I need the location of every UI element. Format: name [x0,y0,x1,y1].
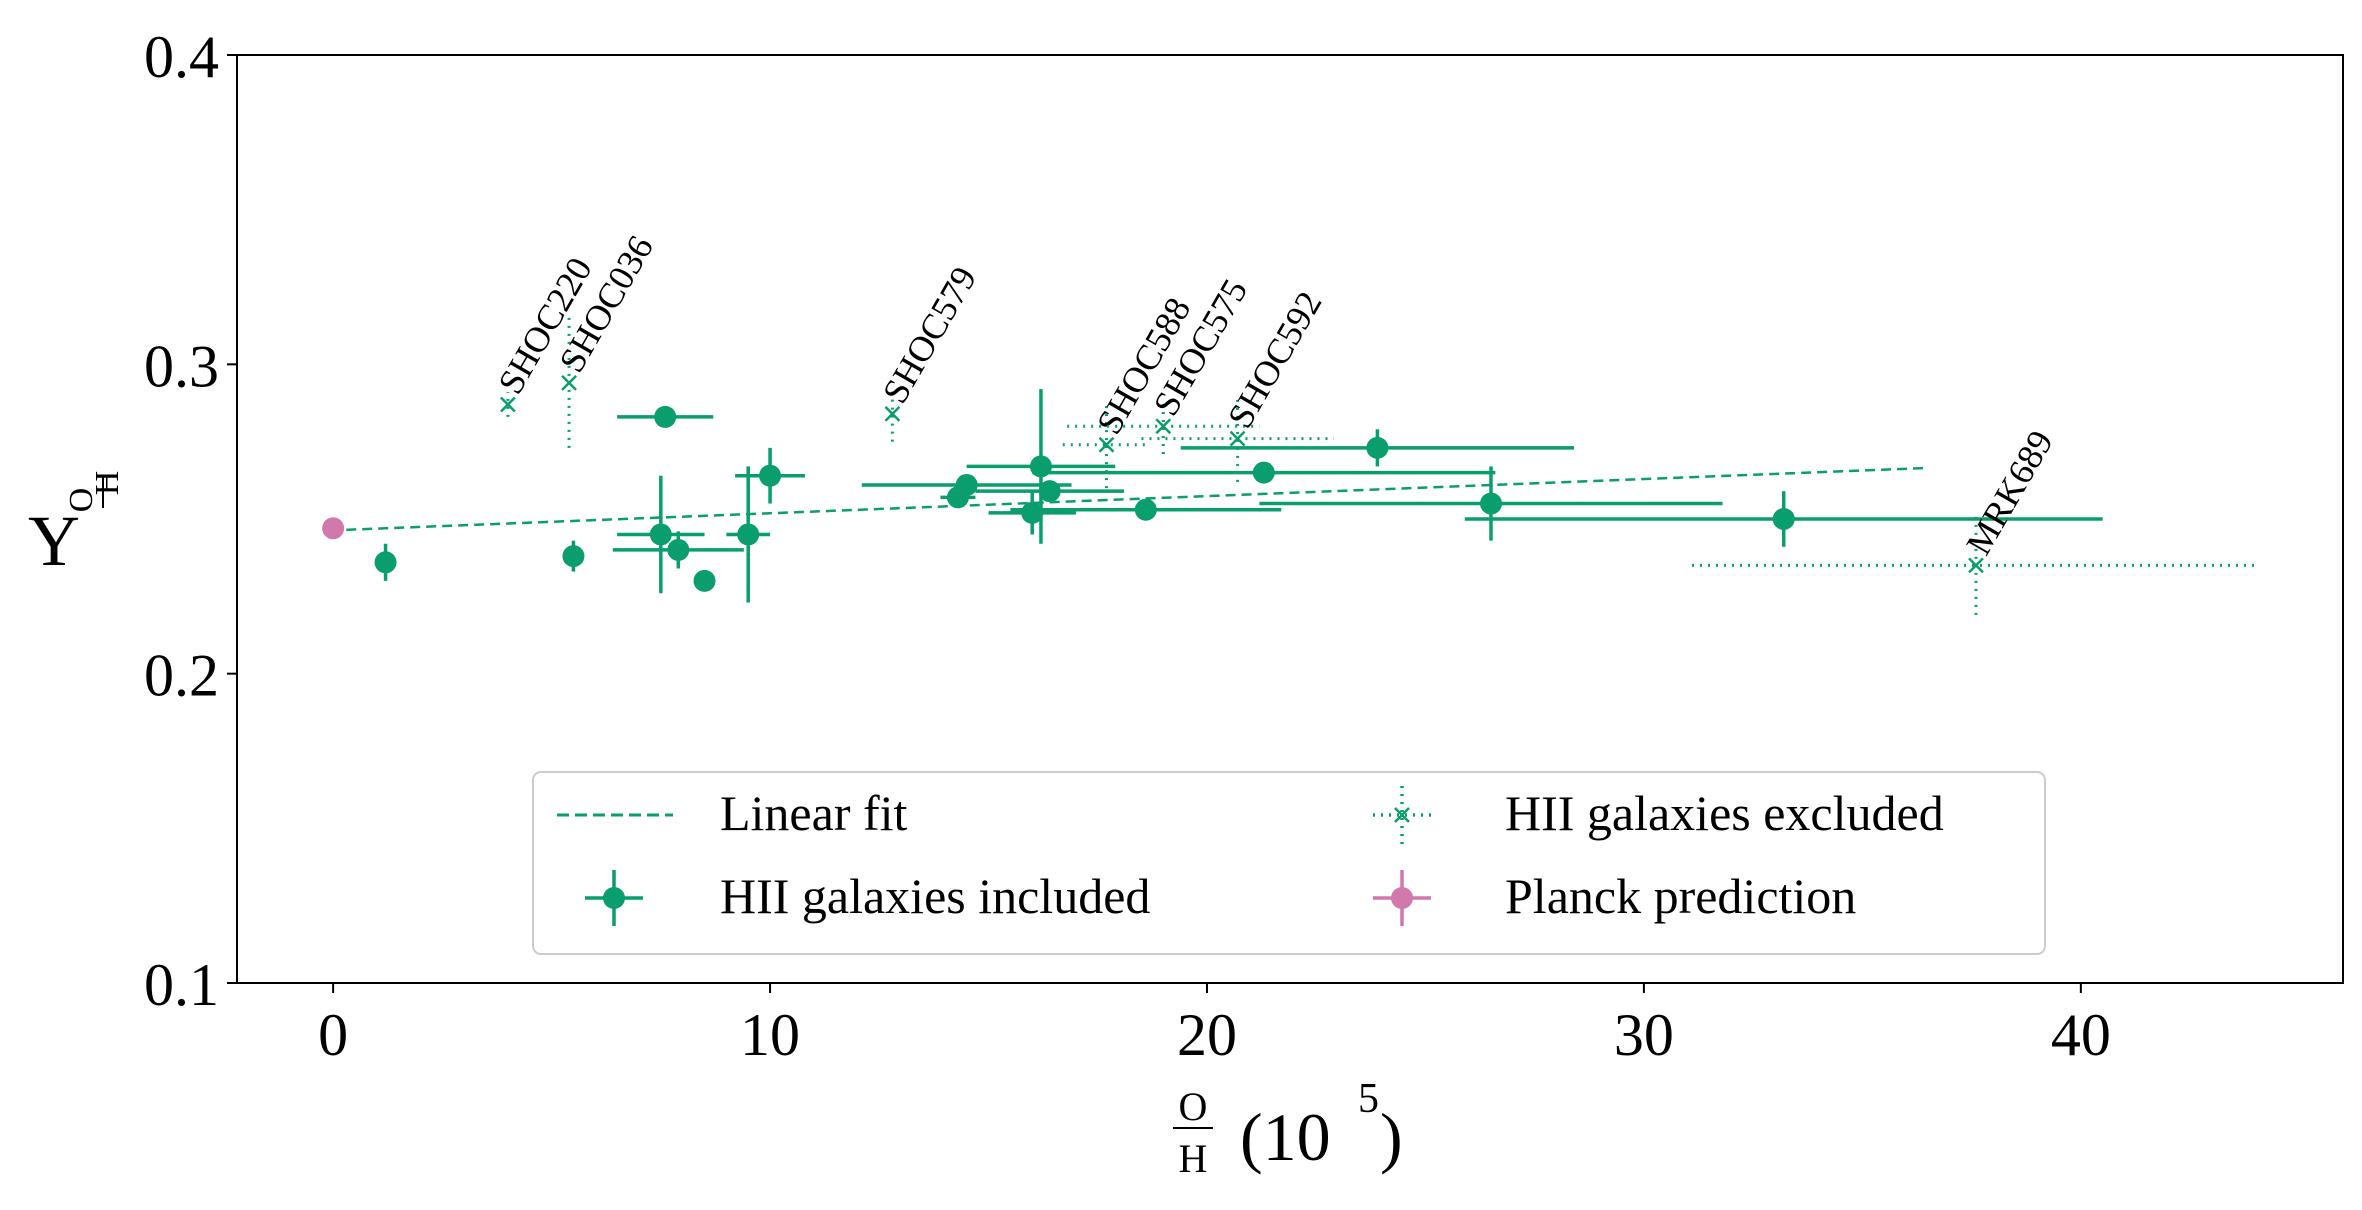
included-marker [562,545,585,568]
x-axis-label: O H (10 5 ) [1173,1076,1403,1181]
included-point [1180,429,1575,467]
y-tick-label: 0.2 [144,643,219,709]
linear-fit-line [346,466,1928,532]
included-point [374,543,397,581]
included-point [617,475,705,594]
included-marker [1038,480,1061,503]
y-axis-label: Y O H [28,471,126,581]
excluded-label: SHOC579 [875,260,985,410]
legend-planck-marker [1373,870,1431,926]
legend-frame [532,771,2046,955]
x-axis-label-exponent: 5 [1358,1076,1379,1122]
legend-excluded-marker [1373,786,1431,844]
x-axis-ticks: 0 10 20 30 40 [318,983,2111,1068]
excluded-point: SHOC579 [875,260,985,442]
legend-label-included: HII galaxies included [720,868,1150,924]
y-axis-label-numerator: O [63,488,100,513]
excluded-marker [884,405,901,422]
included-point [612,531,744,569]
excluded-marker [1968,557,1984,574]
y-tick-label: 0.3 [144,333,219,399]
planck-point-layer [322,517,345,540]
excluded-marker [561,375,577,391]
x-tick-label: 30 [1614,1002,1674,1068]
included-marker [654,405,677,428]
x-axis-label-numerator: O [1179,1084,1208,1129]
legend-label-linear-fit: Linear fit [720,785,908,841]
x-tick-label: 10 [740,1002,800,1068]
included-point [988,491,1076,535]
legend-label-planck: Planck prediction [1505,868,1856,924]
excluded-marker [500,396,516,413]
included-point [975,480,1124,503]
included-marker [737,523,760,546]
included-marker [759,464,782,487]
included-marker [374,551,397,574]
included-marker [1366,436,1389,459]
included-point [617,405,714,428]
included-point [861,473,1072,496]
planck-marker [322,517,345,540]
legend-included-marker [585,870,643,926]
x-axis-label-close: ) [1380,1099,1403,1175]
y-tick-label: 0.1 [144,952,219,1018]
x-tick-label: 0 [318,1002,348,1068]
included-marker [649,523,672,546]
linear-fit-layer [346,466,1928,532]
excluded-marker [1229,430,1246,447]
included-marker [1134,498,1157,521]
included-marker [955,473,978,496]
included-marker [1021,501,1044,524]
included-marker [1772,508,1795,530]
excluded-marker [1098,436,1115,453]
x-tick-label: 40 [2051,1002,2111,1068]
included-point [693,569,716,592]
plot-area-frame [236,54,2344,984]
included-marker [693,569,716,592]
included-point [1032,461,1496,484]
x-axis-label-unit: (10 [1240,1099,1331,1175]
x-tick-label: 20 [1177,1002,1237,1068]
y-axis-ticks: 0.1 0.2 0.3 0.4 [144,24,237,1018]
included-point [1464,491,2103,547]
included-point [562,540,585,572]
y-axis-label-main: Y [28,501,80,581]
included-marker [1479,492,1502,515]
legend: Linear fit HII galaxies included HII gal… [532,771,2046,955]
included-marker [667,538,690,561]
included-point [735,447,806,504]
excluded-marker [1155,418,1172,435]
y-axis-label-denominator: H [89,471,126,496]
x-axis-label-denominator: H [1179,1136,1208,1181]
included-point [1259,466,1723,541]
y-tick-label: 0.4 [144,24,219,90]
included-marker [1252,461,1275,484]
legend-label-excluded: HII galaxies excluded [1505,785,1944,841]
included-point [1010,498,1282,521]
included-point [726,466,771,603]
excluded-label: MRK689 [1958,424,2061,562]
included-points-layer [374,389,2103,603]
